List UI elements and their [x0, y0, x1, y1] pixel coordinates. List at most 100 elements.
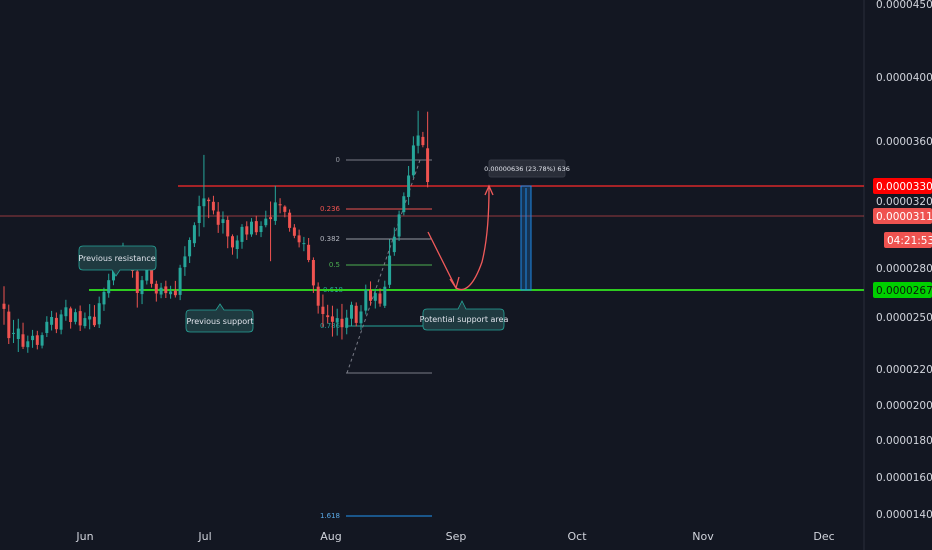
candle-up[interactable]: [178, 267, 182, 295]
candle-up[interactable]: [45, 321, 49, 333]
fib-level-label: 0.786: [320, 322, 341, 330]
candle-up[interactable]: [64, 307, 68, 317]
candle-down[interactable]: [54, 317, 58, 330]
candle-up[interactable]: [402, 196, 406, 213]
candle-down[interactable]: [173, 290, 177, 296]
candle-down[interactable]: [216, 211, 220, 225]
candle-down[interactable]: [78, 311, 82, 326]
candle-up[interactable]: [102, 291, 106, 305]
candle-down[interactable]: [288, 212, 292, 228]
callout-previous-support[interactable]: Previous support: [185, 303, 254, 333]
candle-down[interactable]: [7, 311, 11, 339]
candle-up[interactable]: [240, 226, 244, 242]
candle-down[interactable]: [354, 305, 358, 323]
candle-up[interactable]: [188, 240, 192, 257]
candle-down[interactable]: [292, 227, 296, 236]
candle-up[interactable]: [140, 280, 144, 295]
candle-down[interactable]: [307, 244, 311, 260]
candle-down[interactable]: [207, 199, 211, 202]
fib-level-label: 0: [336, 156, 340, 164]
candle-down[interactable]: [164, 286, 168, 294]
candle-up[interactable]: [259, 226, 263, 232]
candle-down[interactable]: [426, 148, 430, 182]
candle-up[interactable]: [107, 280, 111, 294]
candle-down[interactable]: [340, 318, 344, 328]
candle-down[interactable]: [330, 316, 334, 322]
candle-up[interactable]: [392, 236, 396, 253]
candle-down[interactable]: [283, 206, 287, 212]
candle-down[interactable]: [311, 260, 315, 286]
candle-up[interactable]: [40, 335, 44, 346]
candle-down[interactable]: [135, 271, 139, 293]
candle-up[interactable]: [197, 206, 201, 223]
candle-up[interactable]: [411, 145, 415, 176]
candle-up[interactable]: [345, 317, 349, 328]
candle-up[interactable]: [273, 202, 277, 221]
candle-down[interactable]: [278, 204, 282, 206]
candle-down[interactable]: [316, 286, 320, 306]
time-axis[interactable]: Jun Jul Aug Sep Oct Nov Dec: [75, 530, 834, 543]
callout-potential-support[interactable]: Potential support area: [420, 300, 509, 331]
candle-down[interactable]: [35, 335, 39, 345]
candle-up[interactable]: [335, 318, 339, 323]
candle-up[interactable]: [373, 293, 377, 301]
candle-up[interactable]: [169, 291, 173, 295]
candle-down[interactable]: [254, 221, 258, 233]
candle-up[interactable]: [145, 267, 149, 281]
candle-down[interactable]: [369, 289, 372, 301]
candle-up[interactable]: [59, 314, 63, 330]
candle-down[interactable]: [378, 293, 382, 304]
candle-up[interactable]: [159, 287, 163, 295]
y-tick-label: 0.00001400: [876, 509, 932, 521]
candle-down[interactable]: [226, 219, 230, 237]
candle-up[interactable]: [364, 290, 368, 311]
candle-up[interactable]: [383, 286, 387, 306]
candle-up[interactable]: [83, 318, 87, 327]
candle-up[interactable]: [397, 214, 401, 237]
candle-up[interactable]: [388, 255, 392, 285]
candle-up[interactable]: [250, 221, 253, 235]
candle-down[interactable]: [269, 217, 273, 220]
x-tick-label: Nov: [692, 530, 714, 543]
candle-down[interactable]: [150, 266, 154, 284]
candle-up[interactable]: [407, 175, 411, 197]
candle-up[interactable]: [183, 256, 187, 268]
candle-down[interactable]: [326, 315, 330, 318]
candle-up[interactable]: [264, 218, 268, 226]
candle-down[interactable]: [297, 235, 301, 243]
candle-up[interactable]: [26, 341, 30, 348]
candle-down[interactable]: [69, 308, 73, 322]
price-range-measure[interactable]: 0.00000636 (23.78%) 636: [484, 159, 570, 291]
candle-up[interactable]: [359, 311, 363, 324]
candle-up[interactable]: [202, 198, 206, 207]
candle-up[interactable]: [50, 317, 54, 325]
candle-down[interactable]: [92, 316, 96, 326]
callout-previous-resistance[interactable]: Previous resistance: [78, 245, 157, 277]
candle-up[interactable]: [221, 219, 225, 223]
candle-up[interactable]: [416, 135, 420, 146]
candle-down[interactable]: [231, 236, 234, 248]
candle-down[interactable]: [2, 303, 6, 309]
candle-up[interactable]: [12, 332, 15, 334]
candle-up[interactable]: [97, 303, 101, 325]
price-tag-text: 0.00003302: [876, 181, 932, 193]
candle-up[interactable]: [16, 328, 20, 339]
candle-down[interactable]: [245, 226, 249, 235]
candle-down[interactable]: [21, 334, 25, 347]
candle-up[interactable]: [302, 243, 306, 245]
candle-up[interactable]: [88, 316, 92, 320]
candle-up[interactable]: [235, 240, 239, 250]
candle-up[interactable]: [31, 335, 35, 341]
candle-up[interactable]: [350, 304, 353, 319]
candle-down[interactable]: [421, 136, 425, 146]
candle-up[interactable]: [73, 312, 77, 322]
candle-down[interactable]: [321, 306, 325, 314]
candle-up[interactable]: [192, 225, 196, 244]
candle-down[interactable]: [154, 283, 158, 294]
candle-down[interactable]: [211, 201, 215, 211]
